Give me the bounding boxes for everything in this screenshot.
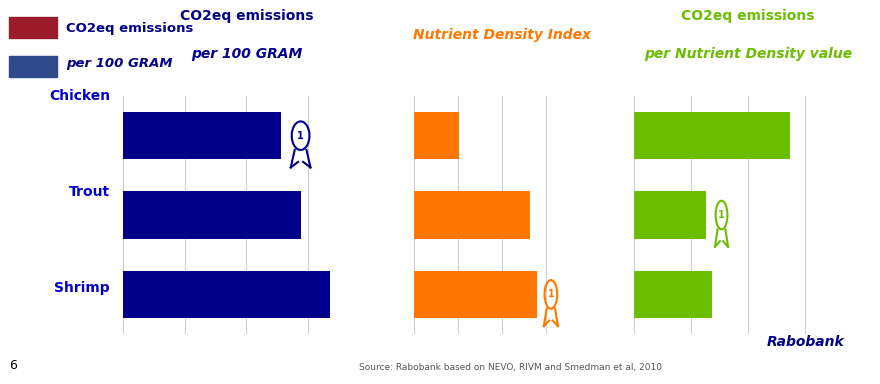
Bar [634,271,712,318]
Bar [414,112,459,159]
Bar [634,191,706,239]
Bar [414,191,530,239]
Text: Shrimp: Shrimp [55,281,110,295]
Text: Source: Rabobank based on NEVO, RIVM and Smedman et al, 2010: Source: Rabobank based on NEVO, RIVM and… [359,364,662,372]
Text: 6: 6 [9,359,17,372]
Text: Trout: Trout [69,185,110,199]
Text: Rabobank: Rabobank [767,336,845,349]
Text: per 100 GRAM: per 100 GRAM [191,48,302,61]
Text: 1: 1 [718,210,725,220]
Bar [414,271,537,318]
Bar [634,112,790,159]
Bar [123,191,301,239]
Text: 1: 1 [547,290,554,300]
Text: per Nutrient Density value: per Nutrient Density value [644,48,852,61]
Text: 1: 1 [297,131,304,141]
Text: Nutrient Density Index: Nutrient Density Index [413,28,590,42]
Text: CO2eq emissions: CO2eq emissions [180,9,313,23]
Text: CO2eq emissions: CO2eq emissions [681,9,815,23]
Bar [123,112,281,159]
Bar [123,271,330,318]
Text: Chicken: Chicken [49,89,110,103]
Text: per 100 GRAM: per 100 GRAM [66,57,172,70]
Text: CO2eq emissions: CO2eq emissions [66,22,194,35]
